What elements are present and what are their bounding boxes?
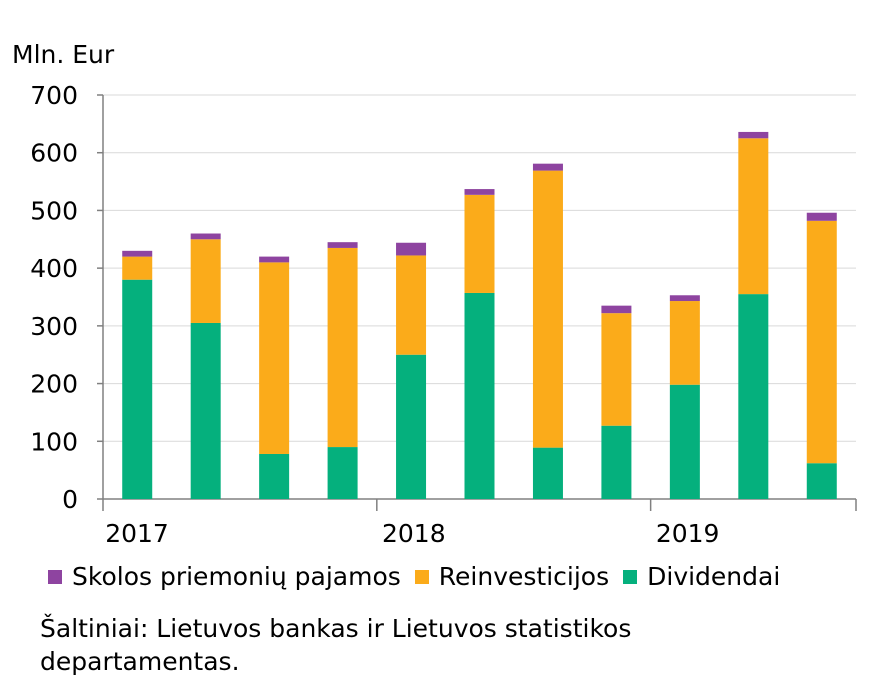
bar-segment-skolos-2: [190, 233, 221, 240]
bar-segment-dividendai-4: [327, 447, 358, 499]
y-tick-label: 100: [30, 427, 78, 456]
x-year-label: 2018: [382, 519, 446, 548]
bar-segment-skolos-7: [532, 163, 563, 171]
bar-segment-skolos-1: [122, 250, 153, 257]
bar-segment-dividendai-5: [396, 354, 427, 499]
bar-segment-skolos-6: [464, 189, 495, 195]
bar-segment-dividendai-7: [532, 447, 563, 499]
bar-segment-reinvesticijos-2: [190, 239, 221, 323]
y-tick-label: 300: [30, 312, 78, 341]
bar-segment-skolos-9: [669, 295, 700, 302]
legend-label-dividendai: Dividendai: [647, 562, 781, 591]
legend-item-reinvesticijos: Reinvesticijos: [414, 562, 610, 591]
bar-segment-reinvesticijos-11: [806, 220, 837, 464]
y-tick-label: 700: [30, 81, 78, 110]
y-tick-label: 200: [30, 370, 78, 399]
bar-segment-skolos-11: [806, 212, 837, 221]
bar-segment-skolos-4: [327, 242, 358, 248]
y-tick-label: 400: [30, 254, 78, 283]
legend: Skolos priemonių pajamos Reinvesticijos …: [48, 562, 794, 591]
legend-label-skolos: Skolos priemonių pajamos: [72, 562, 401, 591]
y-tick-label: 0: [62, 485, 78, 514]
bar-segment-skolos-10: [738, 131, 769, 139]
bar-segment-reinvesticijos-1: [122, 256, 153, 280]
source-note: Šaltiniai: Lietuvos bankas ir Lietuvos s…: [40, 612, 740, 678]
bar-segment-reinvesticijos-7: [532, 170, 563, 448]
bar-segment-reinvesticijos-3: [259, 262, 290, 454]
bar-segment-dividendai-2: [190, 322, 221, 499]
legend-item-dividendai: Dividendai: [623, 562, 780, 591]
x-year-label: 2019: [656, 519, 720, 548]
bar-segment-dividendai-6: [464, 292, 495, 499]
x-year-label: 2017: [105, 519, 169, 548]
tick-labels: 0 100 200 300 400 500 600 700 2017 2018 2019: [30, 81, 719, 548]
y-tick-label: 500: [30, 196, 78, 225]
bar-segment-reinvesticijos-9: [669, 301, 700, 385]
y-axis-unit-label: Mln. Eur: [12, 40, 115, 69]
bar-segment-reinvesticijos-6: [464, 194, 495, 293]
bars: [122, 131, 837, 499]
bar-segment-skolos-8: [601, 305, 632, 314]
bar-segment-dividendai-10: [738, 294, 769, 499]
bar-segment-reinvesticijos-5: [396, 255, 427, 355]
bar-segment-dividendai-1: [122, 279, 153, 499]
legend-swatch-dividendai: [623, 569, 638, 584]
stacked-bar-chart: 0 100 200 300 400 500 600 700 2017 2018 2019: [30, 81, 857, 548]
bar-segment-skolos-5: [396, 242, 427, 256]
legend-swatch-reinvesticijos: [414, 569, 429, 584]
bar-segment-dividendai-11: [806, 463, 837, 499]
legend-swatch-skolos: [48, 569, 62, 584]
bar-segment-reinvesticijos-4: [327, 247, 358, 448]
bar-segment-dividendai-3: [259, 453, 290, 499]
y-tick-label: 600: [30, 139, 78, 168]
bar-segment-reinvesticijos-8: [601, 313, 632, 426]
source-line-2: departamentas.: [40, 647, 240, 676]
source-line-1: Šaltiniai: Lietuvos bankas ir Lietuvos s…: [40, 614, 632, 643]
legend-label-reinvesticijos: Reinvesticijos: [438, 562, 610, 591]
bar-segment-reinvesticijos-10: [738, 138, 769, 295]
legend-item-skolos: Skolos priemonių pajamos: [48, 562, 401, 591]
bar-segment-skolos-3: [259, 256, 290, 263]
bar-segment-dividendai-8: [601, 425, 632, 499]
bar-segment-dividendai-9: [669, 384, 700, 499]
